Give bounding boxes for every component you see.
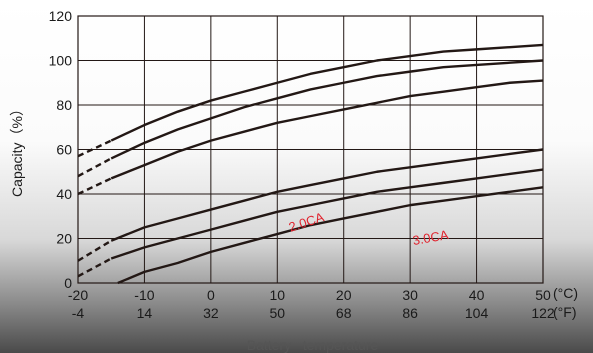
series-line (110, 148, 544, 242)
x-tick-label-celsius: 30 (402, 287, 418, 303)
y-tick-label: 100 (49, 53, 73, 69)
x-tick-label-fahrenheit: 86 (402, 305, 418, 321)
series-line-extrapolated (77, 257, 112, 278)
series-line (117, 186, 544, 285)
curve-annotations: 2.0CA 3.0CA (287, 209, 450, 248)
series-line-extrapolated (77, 139, 112, 158)
y-tick-label: 40 (56, 186, 72, 202)
series-line (110, 59, 544, 160)
x-tick-label-celsius: -10 (134, 287, 154, 303)
series-line (110, 168, 544, 260)
x-tick-label-celsius: 10 (269, 287, 285, 303)
series-curve (77, 59, 544, 178)
series-curve (77, 43, 544, 158)
x-tick-label-fahrenheit: 50 (269, 305, 285, 321)
series-curve (77, 148, 544, 262)
x-axis-ticks: -20 -4 -10 14 0 32 10 50 20 68 30 86 40 104 50 122 (68, 287, 555, 321)
x-tick-label-fahrenheit: 32 (203, 305, 219, 321)
series-curve (77, 168, 544, 278)
x-tick-label-fahrenheit: 68 (336, 305, 352, 321)
y-tick-label: 20 (56, 231, 72, 247)
x-tick-label-celsius: 40 (469, 287, 485, 303)
curve-annotation-label: 3.0CA (411, 227, 450, 248)
y-tick-label: 120 (49, 8, 73, 24)
x-tick-label-celsius: 50 (535, 287, 551, 303)
x-tick-label-fahrenheit: -4 (72, 305, 85, 321)
series-curve (117, 186, 544, 285)
series-line-extrapolated (77, 157, 112, 178)
curve-annotation-label: 2.0CA (287, 209, 326, 235)
x-tick-label-fahrenheit: 14 (137, 305, 153, 321)
series-curve (77, 79, 544, 196)
x-unit-fahrenheit: (°F) (553, 304, 576, 320)
x-tick-label-fahrenheit: 122 (531, 305, 555, 321)
y-axis-label: Capacity（%） (9, 102, 25, 197)
y-tick-label: 80 (56, 97, 72, 113)
x-tick-label-celsius: 20 (336, 287, 352, 303)
y-tick-label: 0 (64, 275, 72, 291)
capacity-curves (77, 43, 544, 285)
x-tick-label-celsius: 0 (207, 287, 215, 303)
series-line-extrapolated (77, 239, 112, 262)
series-line (110, 79, 544, 180)
x-tick-label-fahrenheit: 104 (465, 305, 489, 321)
y-tick-label: 60 (56, 142, 72, 158)
x-axis-label: Battery temperature (247, 337, 379, 353)
series-line-extrapolated (77, 177, 112, 196)
chart-grid (77, 15, 544, 284)
x-tick-label-celsius: -20 (68, 287, 88, 303)
x-unit-celsius: (°C) (553, 285, 578, 301)
y-axis-ticks: 0 20 40 60 80 100 120 (49, 8, 73, 291)
series-line (110, 43, 544, 142)
